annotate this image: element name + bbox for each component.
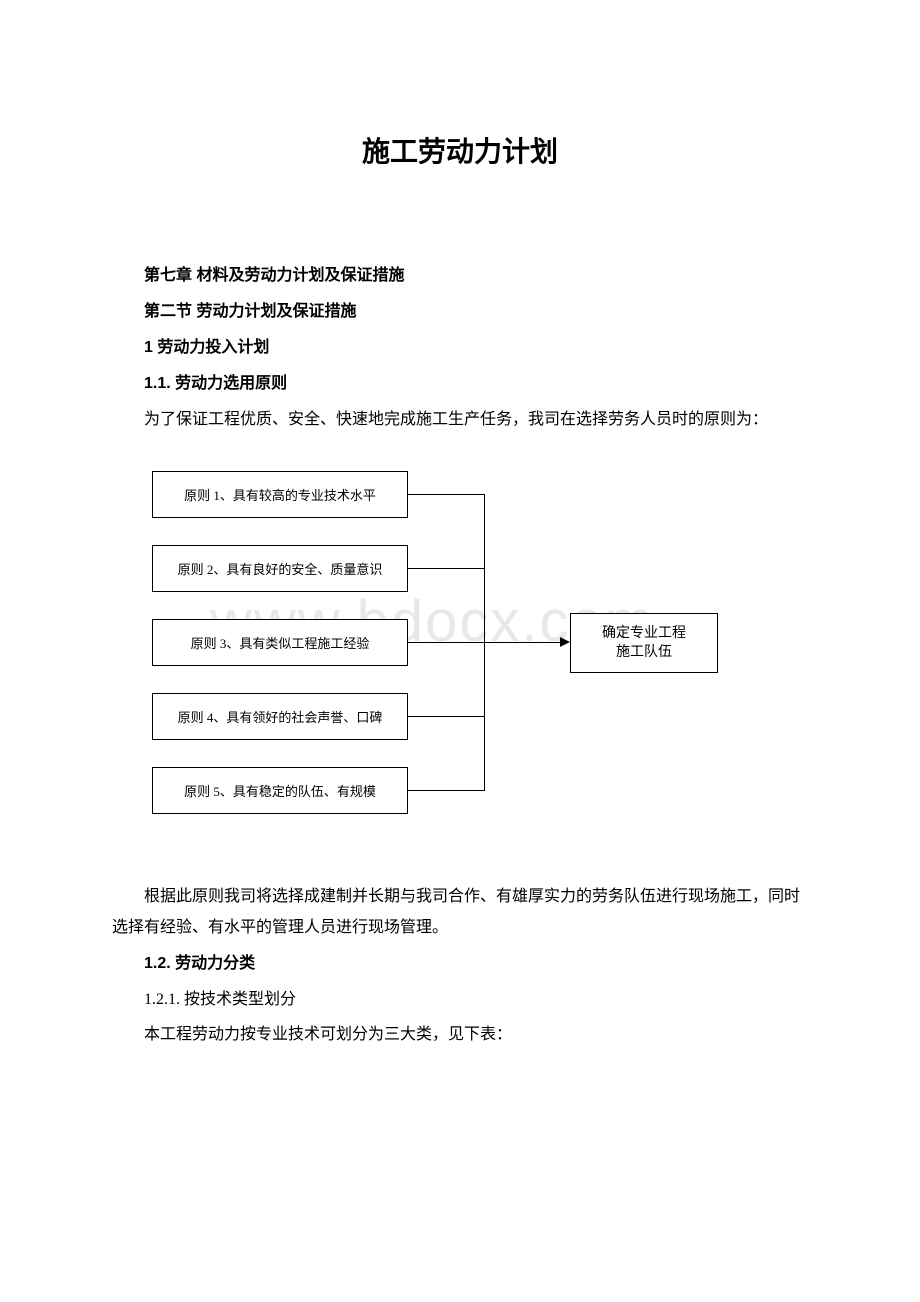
principle-label-1: 原则 1、具有较高的专业技术水平 [184, 485, 376, 504]
h1-2-heading: 1.2. 劳动力分类 [112, 948, 808, 980]
section-heading: 第二节 劳动力计划及保证措施 [112, 296, 808, 328]
principle-box-5: 原则 5、具有稳定的队伍、有规模 [152, 767, 408, 814]
document-page: 施工劳动力计划 第七章 材料及劳动力计划及保证措施 第二节 劳动力计划及保证措施… [0, 0, 920, 1114]
principle-box-1: 原则 1、具有较高的专业技术水平 [152, 471, 408, 518]
paragraph-3: 本工程劳动力按专业技术可划分为三大类，见下表： [112, 1019, 808, 1050]
arrow-right-icon [560, 637, 570, 647]
result-line-2: 施工队伍 [616, 643, 672, 663]
principle-label-2: 原则 2、具有良好的安全、质量意识 [178, 559, 383, 578]
chapter-heading: 第七章 材料及劳动力计划及保证措施 [112, 260, 808, 292]
connector-h-5 [408, 790, 484, 791]
connector-h-3 [408, 642, 484, 643]
page-title: 施工劳动力计划 [112, 130, 808, 170]
principle-box-2: 原则 2、具有良好的安全、质量意识 [152, 545, 408, 592]
principle-box-3: 原则 3、具有类似工程施工经验 [152, 619, 408, 666]
principle-box-4: 原则 4、具有领好的社会声誉、口碑 [152, 693, 408, 740]
principle-label-4: 原则 4、具有领好的社会声誉、口碑 [178, 707, 383, 726]
h1-1-heading: 1.1. 劳动力选用原则 [112, 368, 808, 400]
connector-h-4 [408, 716, 484, 717]
principle-label-5: 原则 5、具有稳定的队伍、有规模 [184, 781, 376, 800]
result-box: 确定专业工程 施工队伍 [570, 613, 718, 673]
result-line-1: 确定专业工程 [602, 624, 686, 644]
connector-h-2 [408, 568, 484, 569]
flowchart-diagram: 原则 1、具有较高的专业技术水平 原则 2、具有良好的安全、质量意识 原则 3、… [152, 471, 808, 831]
paragraph-1: 为了保证工程优质、安全、快速地完成施工生产任务，我司在选择劳务人员时的原则为： [112, 404, 808, 435]
principle-label-3: 原则 3、具有类似工程施工经验 [191, 633, 370, 652]
connector-to-result [484, 642, 560, 643]
connector-h-1 [408, 494, 484, 495]
paragraph-2: 根据此原则我司将选择成建制并长期与我司合作、有雄厚实力的劳务队伍进行现场施工，同… [112, 881, 808, 943]
h1-heading: 1 劳动力投入计划 [112, 332, 808, 364]
h1-2-1-heading: 1.2.1. 按技术类型划分 [112, 984, 808, 1015]
